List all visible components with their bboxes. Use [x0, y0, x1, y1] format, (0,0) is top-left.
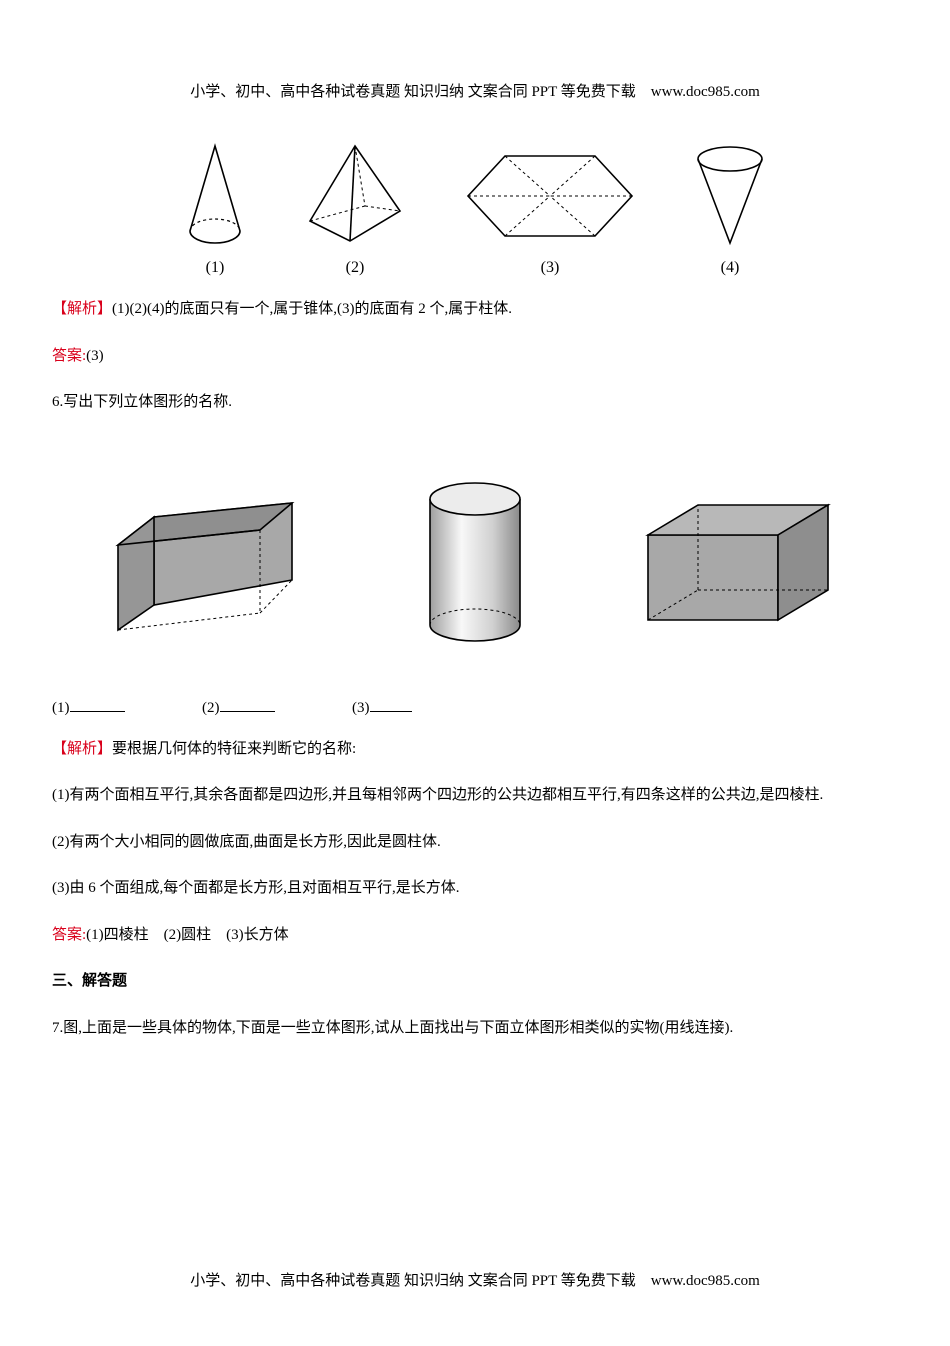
blank-1 [70, 698, 125, 712]
blank-2 [220, 698, 275, 712]
figure-2: (2) [300, 141, 410, 277]
hex-prism-icon [460, 141, 640, 251]
q6-figure-row [52, 435, 898, 680]
answer-label: 答案: [52, 348, 86, 364]
q5-figure-row: (1) (2) (3) [52, 141, 898, 277]
figure-4-label: (4) [721, 259, 740, 277]
q5-analysis: 【解析】(1)(2)(4)的底面只有一个,属于锥体,(3)的底面有 2 个,属于… [52, 295, 898, 324]
quad-prism-icon [112, 485, 312, 640]
figure-2-label: (2) [346, 259, 365, 277]
figure-4: (4) [690, 141, 770, 277]
figure-1-label: (1) [206, 259, 225, 277]
q6-blanks: (1) (2) (3) [52, 698, 898, 717]
pyramid-icon [300, 141, 410, 251]
q6-a1: (1)有两个面相互平行,其余各面都是四边形,并且每相邻两个四边形的公共边都相互平… [52, 781, 898, 810]
q6-a2: (2)有两个大小相同的圆做底面,曲面是长方形,因此是圆柱体. [52, 828, 898, 857]
q6-analysis-intro: 【解析】要根据几何体的特征来判断它的名称: [52, 735, 898, 764]
blank-3-label: (3) [352, 700, 370, 716]
cone-icon [180, 141, 250, 251]
q6-answer-text: (1)四棱柱 (2)圆柱 (3)长方体 [86, 927, 288, 943]
figure-3-label: (3) [541, 259, 560, 277]
q7-stem: 7.图,上面是一些具体的物体,下面是一些立体图形,试从上面找出与下面立体图形相类… [52, 1014, 898, 1043]
answer-label: 答案: [52, 927, 86, 943]
q6-a3: (3)由 6 个面组成,每个面都是长方形,且对面相互平行,是长方体. [52, 874, 898, 903]
q5-analysis-text: (1)(2)(4)的底面只有一个,属于锥体,(3)的底面有 2 个,属于柱体. [112, 301, 512, 317]
q6-stem: 6.写出下列立体图形的名称. [52, 388, 898, 417]
cuboid-icon [638, 495, 838, 630]
blank-1-label: (1) [52, 700, 70, 716]
q5-answer: 答案:(3) [52, 342, 898, 371]
cylinder-icon [415, 475, 535, 650]
inverted-cone-icon [690, 141, 770, 251]
q6-analysis-intro-text: 要根据几何体的特征来判断它的名称: [112, 741, 356, 757]
analysis-label: 【解析】 [52, 301, 112, 317]
section-3-heading: 三、解答题 [52, 967, 898, 996]
q6-answer: 答案:(1)四棱柱 (2)圆柱 (3)长方体 [52, 921, 898, 950]
page-header: 小学、初中、高中各种试卷真题 知识归纳 文案合同 PPT 等免费下载 www.d… [52, 80, 898, 101]
page-footer: 小学、初中、高中各种试卷真题 知识归纳 文案合同 PPT 等免费下载 www.d… [0, 1269, 950, 1290]
q5-answer-text: (3) [86, 348, 104, 364]
figure-3: (3) [460, 141, 640, 277]
blank-2-label: (2) [202, 700, 220, 716]
figure-1: (1) [180, 141, 250, 277]
analysis-label: 【解析】 [52, 741, 112, 757]
blank-3 [370, 698, 412, 712]
